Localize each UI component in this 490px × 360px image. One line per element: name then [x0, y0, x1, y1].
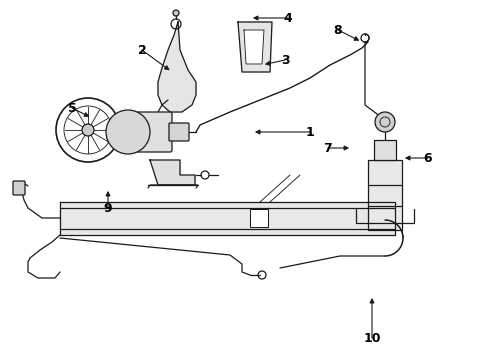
Text: 1: 1	[306, 126, 315, 139]
Text: 2: 2	[138, 44, 147, 57]
Bar	[250, 209, 268, 227]
Polygon shape	[244, 30, 264, 64]
Text: 8: 8	[334, 23, 343, 36]
Text: 10: 10	[363, 332, 381, 345]
Text: 5: 5	[68, 102, 76, 114]
Polygon shape	[238, 22, 272, 72]
Circle shape	[375, 112, 395, 132]
Polygon shape	[158, 22, 196, 112]
Text: 3: 3	[281, 54, 289, 67]
Polygon shape	[150, 160, 195, 185]
Text: 4: 4	[284, 12, 293, 24]
Bar	[374, 140, 396, 160]
Circle shape	[82, 124, 94, 136]
FancyBboxPatch shape	[169, 123, 189, 141]
Circle shape	[106, 110, 150, 154]
Polygon shape	[60, 202, 395, 235]
Circle shape	[173, 10, 179, 16]
FancyBboxPatch shape	[126, 112, 172, 152]
FancyBboxPatch shape	[13, 181, 25, 195]
Text: 9: 9	[104, 202, 112, 215]
Text: 6: 6	[424, 152, 432, 165]
Text: 7: 7	[323, 141, 332, 154]
Bar	[368, 160, 402, 230]
